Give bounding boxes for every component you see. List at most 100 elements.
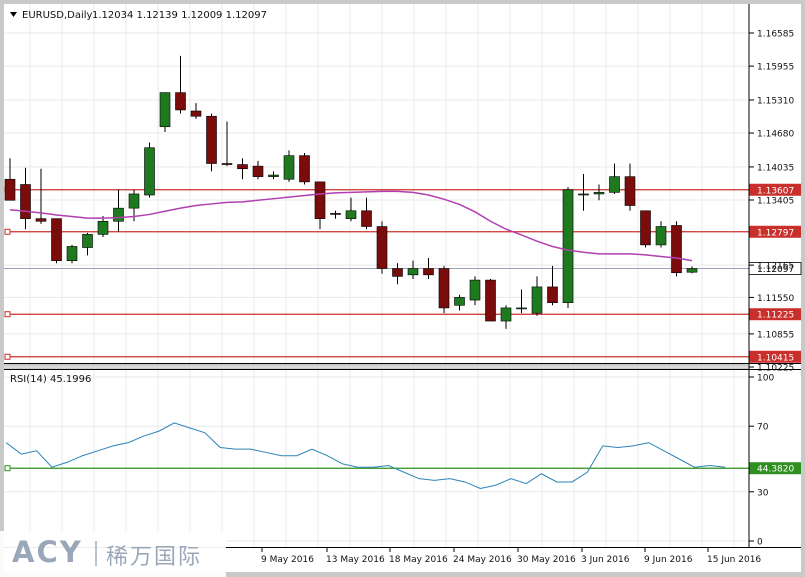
- ohlc-header: 1.12034 1.12139 1.12009 1.12097: [92, 10, 267, 21]
- bear-candle: [671, 225, 682, 274]
- price-tick-label: 1.14035: [757, 163, 794, 173]
- rsi-title: RSI(14) 45.1996: [10, 374, 91, 385]
- time-tick-label: 9 May 2016: [261, 555, 314, 565]
- bull-candle: [578, 193, 589, 196]
- bear-candle: [206, 115, 217, 164]
- moving-average-series: [9, 190, 693, 262]
- time-tick-label: 24 May 2016: [453, 555, 512, 565]
- bull-candle: [609, 176, 620, 193]
- rsi-tick-label: 70: [757, 423, 769, 433]
- horizontal-levels: 1.13607 1.12797 1.11225 1.10415 1.12097: [4, 183, 802, 363]
- bear-candle: [624, 176, 636, 206]
- level-label: 1.13607: [757, 186, 794, 196]
- bull-candle: [128, 193, 140, 209]
- bull-candle: [283, 155, 295, 180]
- bear-candle: [190, 110, 202, 117]
- time-tick-label: 9 Jun 2016: [644, 555, 693, 565]
- bear-candle: [361, 210, 372, 227]
- price-tick-label: 1.12165: [757, 262, 794, 272]
- price-tick-label: 1.11550: [757, 294, 794, 304]
- time-tick-label: 15 Jun 2016: [707, 555, 761, 565]
- bull-candle: [268, 174, 279, 177]
- bull-candle: [407, 268, 419, 276]
- price-axis: [749, 4, 801, 547]
- bear-candle: [314, 181, 326, 219]
- chart-title: EURUSD,Daily: [22, 10, 93, 21]
- bull-candle: [345, 210, 357, 219]
- bear-candle: [252, 165, 264, 177]
- bear-candle: [330, 213, 341, 215]
- bull-candle: [562, 189, 574, 303]
- bull-candle: [97, 220, 109, 235]
- level-label-box: [749, 183, 801, 196]
- bear-candle: [237, 164, 248, 170]
- bull-candle: [516, 307, 527, 310]
- time-tick-label: 13 May 2016: [326, 555, 385, 565]
- bull-candle: [144, 147, 155, 196]
- rsi-line: [5, 422, 726, 490]
- bear-candle: [376, 226, 388, 269]
- rsi-tick-label: 0: [757, 538, 763, 548]
- time-tick-label: 18 May 2016: [389, 555, 448, 565]
- bear-candle: [4, 178, 16, 201]
- moving-average-line: [9, 190, 693, 262]
- rsi-tick-label: 30: [757, 488, 769, 498]
- bull-candle: [469, 279, 481, 301]
- bull-candle: [66, 246, 78, 261]
- bull-candle: [82, 234, 93, 248]
- price-tick-label: 1.14680: [757, 130, 794, 140]
- bear-candle: [51, 218, 62, 261]
- rsi-plot-area: [4, 370, 749, 547]
- time-tick-label: 3 Jun 2016: [581, 555, 630, 565]
- level-label-box: [749, 350, 801, 363]
- price-tick-label: 1.15310: [757, 96, 794, 106]
- bull-candle: [686, 268, 698, 273]
- level-handle: [4, 353, 11, 360]
- bull-candle: [531, 286, 543, 314]
- brand-watermark: ACY 稀万国际: [0, 531, 226, 577]
- watermark-divider: [95, 541, 97, 566]
- watermark-logo: ACY: [12, 535, 83, 569]
- rsi-level-box: [749, 462, 801, 475]
- level-handle: [4, 228, 11, 235]
- bull-candle: [500, 307, 512, 322]
- rsi-tick-label: 100: [757, 374, 774, 384]
- level-label-box: [749, 308, 801, 321]
- symbol-dropdown-icon[interactable]: [10, 12, 17, 17]
- bear-candle: [640, 210, 651, 246]
- rsi-series: 44.3820: [4, 422, 801, 490]
- rsi-level-handle: [4, 465, 11, 472]
- price-tick-label: 1.15955: [757, 63, 794, 73]
- price-tick-label: 1.13405: [757, 197, 794, 207]
- price-tick-label: 1.16585: [757, 30, 794, 40]
- bear-candle: [485, 279, 496, 322]
- bull-candle: [159, 92, 171, 128]
- level-label: 1.11225: [757, 311, 794, 321]
- time-tick-label: 30 May 2016: [517, 555, 576, 565]
- current-price-label: 1.12097: [757, 265, 794, 275]
- rsi-level-label: 44.3820: [757, 465, 794, 475]
- bear-candle: [392, 268, 403, 277]
- level-label-box: [749, 225, 801, 238]
- bear-candle: [20, 184, 31, 219]
- bear-candle: [299, 155, 310, 183]
- bear-candle: [423, 268, 434, 276]
- bear-candle: [547, 286, 558, 303]
- level-handle: [4, 311, 11, 318]
- bear-candle: [35, 218, 47, 222]
- price-tick-label: 1.10225: [757, 364, 794, 374]
- level-label: 1.12797: [757, 228, 794, 238]
- price-tick-label: 1.10855: [757, 330, 794, 340]
- level-label: 1.10415: [757, 353, 794, 363]
- bull-candle: [593, 192, 605, 195]
- bear-candle: [175, 92, 186, 111]
- bear-candle: [221, 163, 233, 165]
- price-plot-area: [4, 4, 749, 363]
- watermark-chinese-name: 稀万国际: [106, 545, 203, 570]
- axis-labels: 1.16585 1.15955 1.15310 1.14680 1.14035 1.134…: [261, 30, 794, 566]
- bear-candle: [438, 268, 450, 309]
- bull-candle: [454, 297, 465, 306]
- bull-candle: [113, 207, 124, 222]
- bull-candle: [655, 226, 667, 246]
